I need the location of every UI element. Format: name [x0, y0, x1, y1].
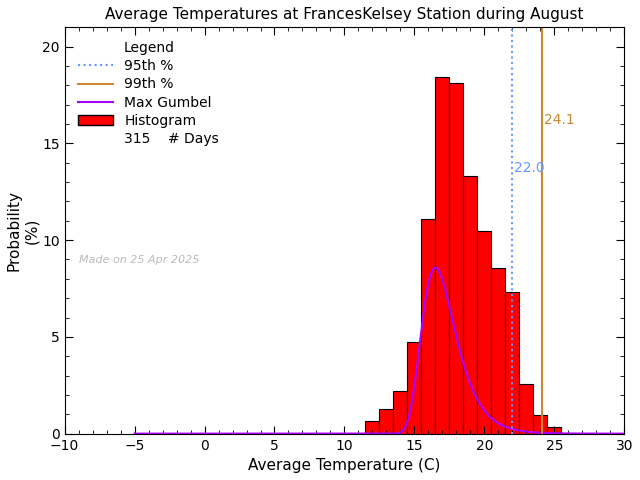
Text: Made on 25 Apr 2025: Made on 25 Apr 2025 — [79, 255, 199, 265]
Bar — [435, 77, 449, 433]
Text: 22.0: 22.0 — [515, 161, 545, 175]
Bar — [520, 384, 533, 433]
Y-axis label: Probability
(%): Probability (%) — [7, 190, 39, 271]
Bar — [408, 342, 421, 433]
Bar — [380, 409, 394, 433]
Bar — [365, 421, 380, 433]
Bar — [394, 391, 408, 433]
Title: Average Temperatures at FrancesKelsey Station during August: Average Temperatures at FrancesKelsey St… — [105, 7, 584, 22]
Bar — [421, 219, 435, 433]
Bar — [492, 268, 506, 433]
Bar — [477, 231, 492, 433]
Text: 24.1: 24.1 — [544, 113, 575, 127]
Bar — [449, 84, 463, 433]
Legend: 95th %, 99th %, Max Gumbel, Histogram, 315    # Days: 95th %, 99th %, Max Gumbel, Histogram, 3… — [72, 34, 226, 153]
X-axis label: Average Temperature (C): Average Temperature (C) — [248, 458, 441, 473]
Bar — [506, 292, 520, 433]
Bar — [547, 428, 561, 433]
Bar — [463, 176, 477, 433]
Bar — [533, 415, 547, 433]
